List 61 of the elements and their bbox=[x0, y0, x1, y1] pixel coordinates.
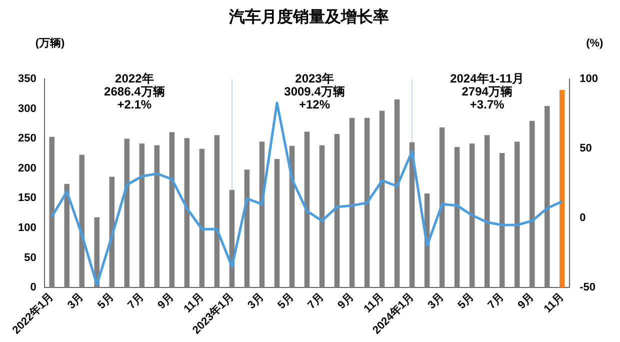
x-tick-label: 3月 bbox=[246, 290, 266, 312]
x-tick-label: 11月 bbox=[542, 290, 566, 316]
bar bbox=[169, 132, 175, 288]
y-tick-label: 0 bbox=[30, 282, 36, 294]
y2-tick-label: 100 bbox=[580, 73, 598, 86]
annotation: 2024年1-11月 2794万辆 +3.7% bbox=[450, 72, 524, 112]
y-tick-label: 50 bbox=[24, 252, 36, 264]
bar bbox=[319, 145, 325, 288]
bar bbox=[49, 136, 54, 288]
y2-axis-title: (%) bbox=[586, 38, 604, 50]
bar bbox=[244, 170, 250, 288]
bar bbox=[530, 120, 535, 288]
y-tick-label: 300 bbox=[18, 102, 36, 115]
bar bbox=[514, 142, 520, 288]
bar bbox=[304, 132, 310, 288]
x-tick-label: 11月 bbox=[362, 290, 386, 316]
bar bbox=[484, 135, 490, 288]
bar bbox=[364, 118, 370, 288]
bar bbox=[214, 135, 220, 288]
bar bbox=[274, 158, 280, 288]
bar bbox=[154, 145, 160, 288]
y-axis-title: (万辆) bbox=[35, 36, 65, 50]
bar bbox=[199, 148, 205, 288]
x-tick-label: 5月 bbox=[276, 290, 296, 312]
bar bbox=[184, 138, 190, 288]
bar bbox=[334, 134, 340, 288]
x-tick-label: 3月 bbox=[426, 290, 446, 312]
y2-tick-label: -50 bbox=[580, 282, 596, 294]
bar bbox=[499, 152, 505, 288]
x-tick-label: 9月 bbox=[336, 290, 356, 312]
bar bbox=[64, 184, 70, 288]
bar bbox=[560, 90, 565, 288]
x-tick-label: 5月 bbox=[456, 290, 476, 312]
bar bbox=[349, 118, 355, 288]
bar bbox=[79, 154, 84, 288]
bar bbox=[544, 106, 550, 288]
bar bbox=[139, 143, 145, 288]
x-tick-label: 7月 bbox=[126, 290, 146, 312]
bar bbox=[469, 143, 475, 288]
bar bbox=[394, 99, 400, 288]
bar bbox=[379, 110, 385, 288]
chart-title: 汽车月度销量及增长率 bbox=[228, 7, 389, 26]
x-tick-label: 7月 bbox=[306, 290, 326, 312]
x-tick-label: 5月 bbox=[96, 290, 116, 312]
x-tick-label: 11月 bbox=[182, 290, 206, 316]
y-tick-label: 350 bbox=[18, 73, 36, 86]
y-tick-label: 200 bbox=[18, 162, 36, 174]
y-tick-label: 150 bbox=[18, 192, 36, 204]
bar bbox=[124, 138, 130, 288]
x-tick-label: 7月 bbox=[486, 290, 506, 312]
bar bbox=[454, 147, 460, 288]
x-tick-label: 9月 bbox=[516, 290, 536, 312]
bar bbox=[439, 127, 445, 288]
y-tick-label: 250 bbox=[18, 132, 36, 145]
y2-tick-label: 0 bbox=[580, 212, 586, 224]
y2-tick-label: 50 bbox=[580, 142, 592, 155]
x-tick-label: 3月 bbox=[66, 290, 86, 312]
x-tick-label: 9月 bbox=[156, 290, 176, 312]
annotation: 2023年 3009.4万辆 +12% bbox=[284, 72, 345, 112]
annotation: 2022年 2686.4万辆 +2.1% bbox=[104, 72, 165, 112]
y-tick-label: 100 bbox=[18, 222, 36, 234]
